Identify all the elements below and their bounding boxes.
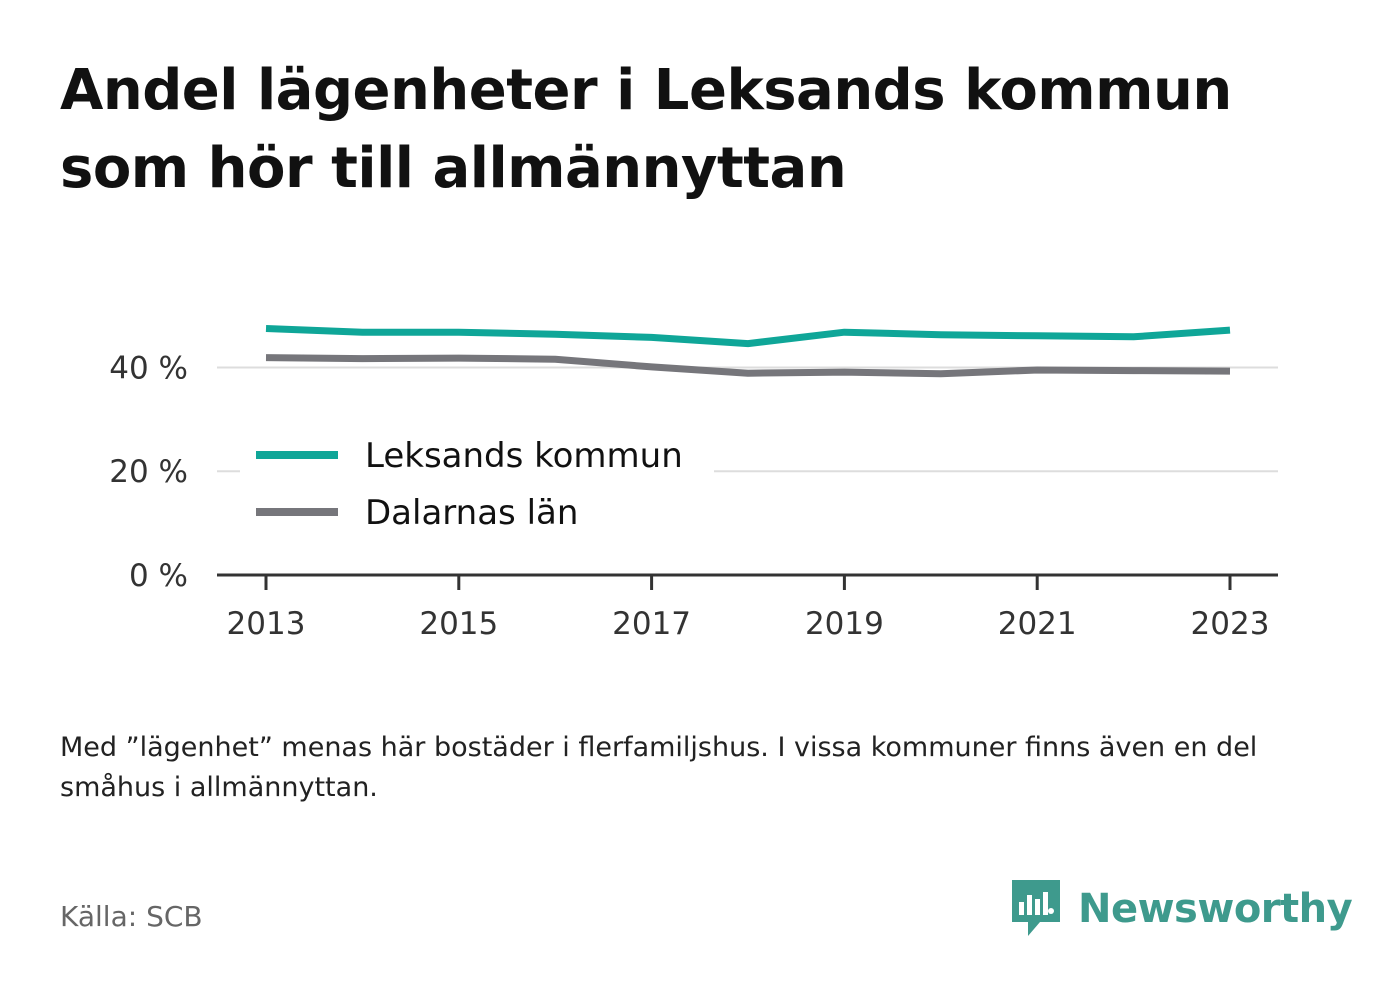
x-tick-label: 2023 [1191, 606, 1270, 642]
series-line-1 [265, 354, 1231, 378]
brand-name: Newsworthy [1078, 886, 1353, 932]
chart-note: Med ”lägenhet” menas här bostäder i fler… [60, 732, 1258, 803]
line-chart: 0 % 20 % 40 % 2013 2015 2017 2019 2021 2023 Lek… [109, 325, 1278, 642]
x-tick-label: 2019 [805, 606, 884, 642]
series-line-0 [265, 325, 1231, 348]
legend: Leksands kommun Dalarnas län [240, 428, 714, 540]
x-tick-label: 2013 [227, 606, 306, 642]
legend-label-0: Leksands kommun [365, 436, 683, 476]
x-axis-ticks: 2013 2015 2017 2019 2021 2023 [227, 575, 1270, 642]
series-lines [265, 325, 1231, 378]
legend-label-1: Dalarnas län [365, 493, 578, 533]
x-tick-label: 2021 [998, 606, 1077, 642]
source-label: Källa: SCB [60, 900, 203, 933]
y-tick-label: 20 % [109, 454, 188, 490]
y-tick-label: 40 % [109, 350, 188, 386]
y-tick-label: 0 % [129, 558, 188, 594]
y-axis-labels: 0 % 20 % 40 % [109, 350, 188, 594]
newsworthy-logo-icon [1012, 880, 1060, 936]
x-tick-label: 2015 [419, 606, 498, 642]
newsworthy-logo[interactable]: Newsworthy [1010, 878, 1353, 940]
x-tick-label: 2017 [612, 606, 691, 642]
legend-background [240, 428, 714, 540]
chart-title: Andel lägenheter i Leksands kommun som h… [60, 58, 1232, 201]
